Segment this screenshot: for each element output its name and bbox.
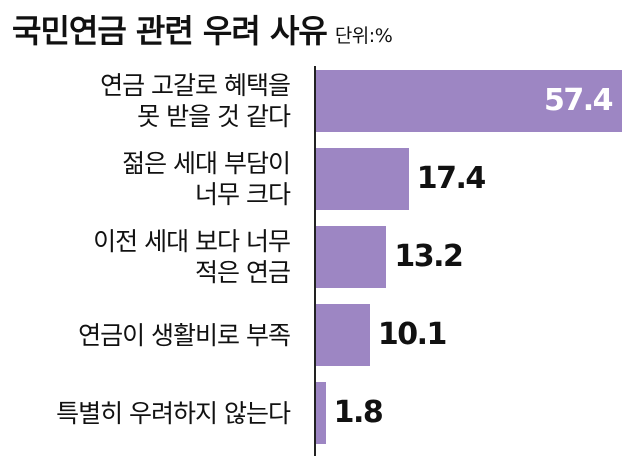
value-label: 10.1 [377,317,448,352]
bar [316,226,387,288]
value-label: 1.8 [333,395,384,430]
value-label: 57.4 [543,83,614,118]
bar [316,70,622,132]
category-axis-line [314,66,316,456]
category-label-line: 연금 고갈로 혜택을 [100,71,291,100]
bar [316,148,409,210]
category-label-line: 못 받을 것 같다 [137,102,291,131]
category-label-line: 이전 세대 보다 너무 [93,227,291,256]
value-label: 17.4 [416,161,487,196]
value-label: 13.2 [394,239,464,274]
category-label: 이전 세대 보다 너무 적은 연금 [93,226,291,288]
category-label: 젊은 세대 부담이 너무 크다 [122,148,291,210]
chart-unit: 단위:% [334,25,393,47]
category-label-line: 특별히 우려하지 않는다 [56,398,291,428]
category-label: 특별히 우려하지 않는다 [56,398,291,429]
bar [316,382,326,444]
category-label: 연금이 생활비로 부족 [78,320,291,351]
category-label-line: 너무 크다 [195,180,291,209]
category-label-line: 적은 연금 [195,258,291,287]
chart-title-row: 국민연금 관련 우려 사유 단위:% [12,6,393,52]
category-label-line: 연금이 생활비로 부족 [78,320,291,350]
bar [316,304,370,366]
category-label: 연금 고갈로 혜택을 못 받을 것 같다 [100,70,291,132]
chart-title: 국민연금 관련 우려 사유 [12,12,328,50]
category-label-line: 젊은 세대 부담이 [122,149,291,178]
